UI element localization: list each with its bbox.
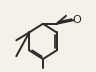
Text: O: O <box>72 15 81 25</box>
